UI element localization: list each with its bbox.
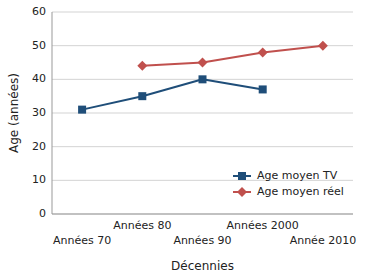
y-axis-title: Age (années): [7, 73, 21, 153]
y-tick-label: 0: [39, 207, 46, 220]
data-point: [199, 75, 207, 83]
legend-label: Age moyen TV: [257, 169, 338, 182]
series: [137, 41, 328, 71]
y-tick-label: 60: [32, 5, 46, 18]
legend-label: Age moyen réel: [257, 185, 344, 198]
marks: [78, 41, 328, 114]
grid-line: [52, 214, 353, 215]
legend: Age moyen TV Age moyen réel: [233, 169, 344, 198]
data-point: [259, 85, 267, 93]
data-point: [137, 61, 147, 71]
series-line: [142, 46, 323, 66]
series: [78, 75, 267, 113]
y-tick-label: 30: [32, 106, 46, 119]
y-tick-label: 20: [32, 140, 46, 153]
data-point: [198, 58, 208, 68]
x-axis-title: Décennies: [171, 259, 234, 273]
data-point: [138, 92, 146, 100]
data-point: [78, 106, 86, 114]
chart-container: 0 10 20 30 40 50 60 Années 70Années 80Années 90…: [0, 0, 365, 276]
x-tick-label: Années 80: [113, 219, 171, 232]
x-tick-label: Années 70: [53, 234, 111, 247]
grid-line: [52, 146, 353, 147]
x-tick-label: Années 90: [173, 234, 231, 247]
y-tick-label: 50: [32, 39, 46, 52]
series-line: [82, 79, 263, 109]
grid-line: [52, 45, 353, 46]
grid-line: [52, 113, 353, 114]
data-point: [318, 41, 328, 51]
grid: [52, 12, 353, 214]
x-axis-line: [52, 214, 353, 215]
x-tick-label: Année 2010: [290, 234, 357, 247]
legend-marker: [238, 172, 246, 180]
x-tick-label: Années 2000: [227, 219, 299, 232]
chart-svg: 0 10 20 30 40 50 60 Années 70Années 80Années 90…: [0, 0, 365, 276]
y-tick-label: 40: [32, 72, 46, 85]
y-tick-label: 10: [32, 173, 46, 186]
y-axis-line: [52, 12, 53, 214]
legend-marker: [237, 187, 247, 197]
grid-line: [52, 12, 353, 13]
data-point: [258, 47, 268, 57]
